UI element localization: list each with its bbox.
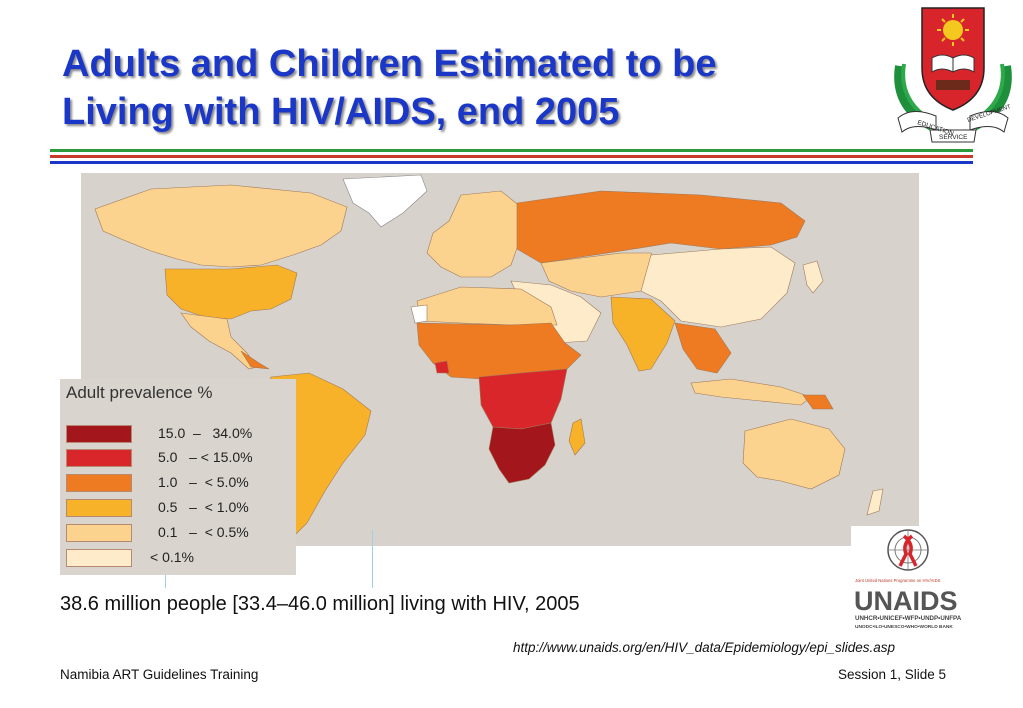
- callout-line-right: [372, 530, 373, 588]
- region-india: [610, 296, 676, 372]
- legend-title: Adult prevalence %: [66, 383, 213, 402]
- rule-red: [50, 155, 973, 158]
- legend-swatch: [66, 474, 132, 492]
- crest-text-bottom: SERVICE: [939, 134, 968, 141]
- legend-swatch: [66, 524, 132, 542]
- legend-item: 0.1 – < 0.5%: [66, 524, 294, 542]
- university-crest-logo: EDUCATION DEVELOPMENT SERVICE: [892, 6, 1014, 146]
- legend-item: 0.5 – < 1.0%: [66, 499, 294, 517]
- region-australia: [742, 418, 846, 490]
- unaids-members-1: UNHCR•UNICEF•WFP•UNDP•UNFPA: [855, 615, 962, 622]
- unaids-tagline: Joint United Nations Programme on HIV/AI…: [855, 578, 941, 583]
- map-legend: Adult prevalence % 15.0 – 34.0% 5.0 – < …: [60, 379, 296, 575]
- legend-item: 5.0 – < 15.0%: [66, 449, 294, 467]
- region-southern-africa: [488, 422, 556, 484]
- slide-caption: 38.6 million people [33.4–46.0 million] …: [60, 593, 580, 615]
- region-china: [640, 246, 796, 328]
- region-new-zealand: [866, 488, 884, 516]
- legend-label: 0.5 – < 1.0%: [158, 499, 249, 515]
- region-greenland: [342, 174, 428, 228]
- title-line-2: Living with HIV/AIDS, end 2005: [62, 91, 620, 133]
- unaids-members-2: UNODC•ILO•UNESCO•WHO•WORLD BANK: [855, 624, 953, 630]
- legend-item: 1.0 – < 5.0%: [66, 474, 294, 492]
- legend-label: 5.0 – < 15.0%: [158, 449, 253, 465]
- region-madagascar: [568, 418, 586, 456]
- legend-swatch: [66, 549, 132, 567]
- legend-label: < 0.1%: [150, 549, 194, 565]
- rule-green: [50, 149, 973, 152]
- unaids-wordmark: UNAIDS: [854, 586, 958, 616]
- legend-item: < 0.1%: [66, 549, 294, 567]
- slide-title: Adults and Children Estimated to be Livi…: [62, 40, 882, 136]
- legend-swatch: [66, 425, 132, 443]
- legend-label: 1.0 – < 5.0%: [158, 474, 249, 490]
- region-canada: [94, 184, 348, 268]
- source-url-link[interactable]: http://www.unaids.org/en/HIV_data/Epidem…: [513, 640, 895, 655]
- legend-label: 15.0 – 34.0%: [158, 425, 253, 441]
- region-caribbean: [240, 350, 270, 370]
- footer-course-title: Namibia ART Guidelines Training: [60, 667, 259, 682]
- legend-swatch: [66, 449, 132, 467]
- region-papua: [802, 394, 834, 410]
- legend-item: 15.0 – 34.0%: [66, 425, 294, 443]
- region-usa: [164, 264, 298, 320]
- legend-label: 0.1 – < 0.5%: [158, 524, 249, 540]
- legend-swatch: [66, 499, 132, 517]
- region-western-sahara: [410, 304, 428, 324]
- region-southeast-asia: [674, 322, 732, 374]
- rule-blue: [50, 161, 973, 164]
- region-central-america: [180, 312, 258, 370]
- title-line-1: Adults and Children Estimated to be: [62, 43, 717, 85]
- region-north-africa: [416, 286, 558, 326]
- region-indonesia: [690, 378, 812, 406]
- region-japan: [802, 260, 824, 294]
- unaids-logo: Joint United Nations Programme on HIV/AI…: [851, 526, 969, 636]
- region-sierra-leone: [434, 360, 450, 374]
- footer-slide-number: Session 1, Slide 5: [838, 667, 947, 682]
